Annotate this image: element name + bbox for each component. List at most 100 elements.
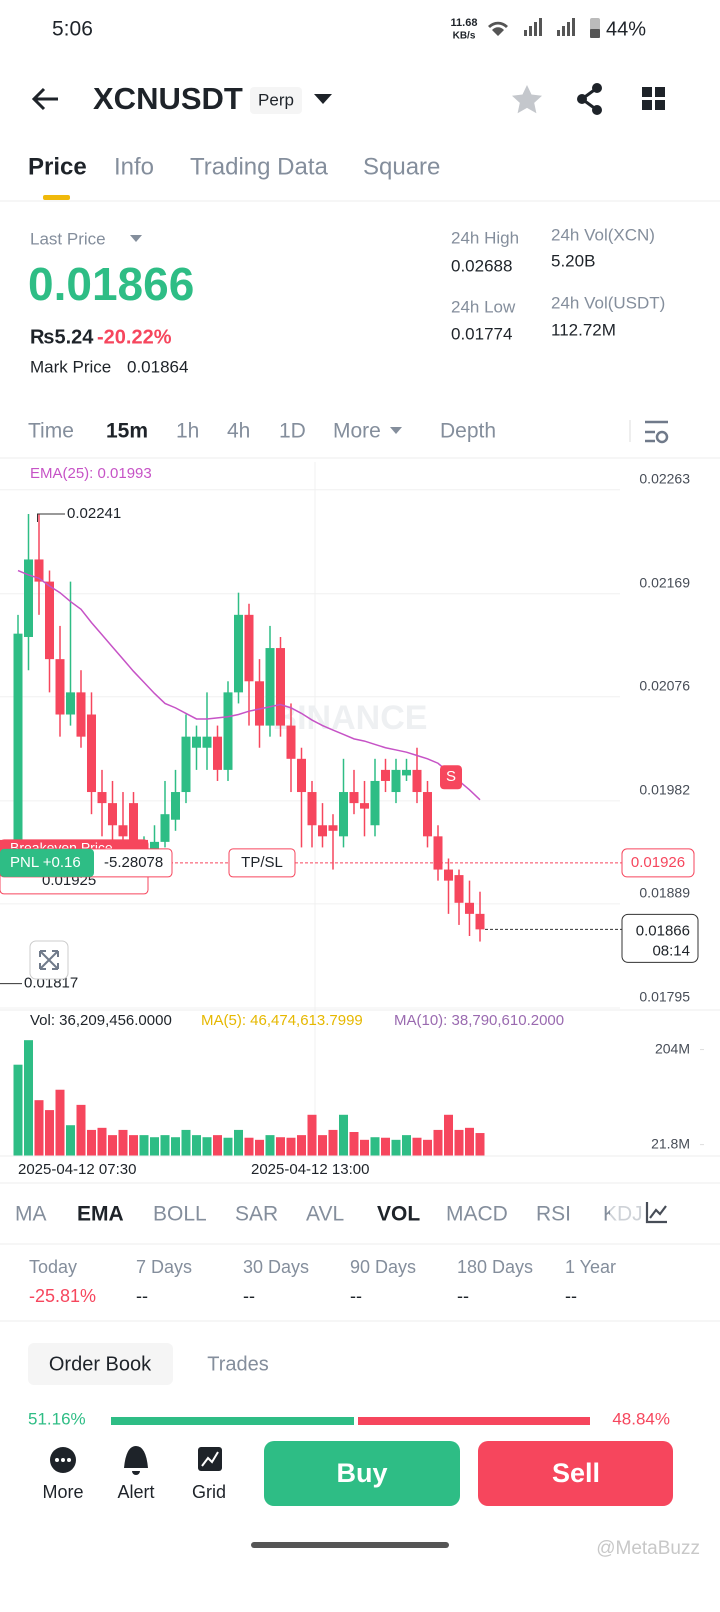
max-marker	[37, 513, 65, 523]
candle-body	[412, 769, 422, 793]
candle-body	[381, 769, 390, 781]
tab[interactable]: Square	[363, 153, 440, 180]
fade	[610, 1195, 720, 1235]
alert-icon[interactable]	[124, 1446, 148, 1475]
volume-bar	[297, 1135, 306, 1156]
tab[interactable]: Price	[28, 153, 87, 180]
share[interactable]	[577, 83, 602, 115]
indicator[interactable]: VOL	[377, 1203, 420, 1226]
candle-body	[475, 913, 485, 930]
candle-body	[297, 758, 306, 793]
indicator[interactable]: EMA	[77, 1203, 124, 1226]
volume-bar	[265, 1135, 275, 1156]
tag: Perp	[258, 90, 294, 109]
expand-icon	[39, 950, 59, 970]
favorite[interactable]	[512, 85, 542, 114]
pnl-fill	[0, 848, 94, 877]
action-label[interactable]: Alert	[117, 1482, 154, 1502]
indicator[interactable]: MACD	[446, 1203, 508, 1226]
sell-label[interactable]: Sell	[552, 1458, 600, 1488]
candle-body	[444, 869, 453, 881]
candle-body	[307, 792, 317, 826]
candle-body	[234, 614, 243, 693]
candle-body	[55, 659, 65, 715]
candle-body	[192, 736, 201, 748]
period-value: --	[136, 1286, 148, 1306]
period-label: 1 Year	[565, 1257, 616, 1277]
more-dropdown[interactable]	[390, 427, 402, 434]
signal-icons	[488, 18, 600, 38]
volume-bar	[45, 1110, 54, 1156]
change: -20.22%	[97, 326, 172, 348]
volume-bar	[234, 1129, 243, 1156]
interval[interactable]: More	[333, 420, 381, 443]
x-tick-label: 2025-04-12 13:00	[251, 1161, 369, 1178]
volume-bar	[349, 1132, 359, 1156]
volume-bar	[181, 1129, 191, 1156]
candle-body	[454, 875, 464, 903]
symbol-dropdown[interactable]	[314, 94, 332, 104]
candle-body	[465, 902, 474, 914]
indicator[interactable]: SAR	[235, 1203, 278, 1226]
candle-body	[360, 803, 369, 809]
indicator[interactable]: AVL	[306, 1203, 344, 1226]
last-price-label: Last Price	[30, 229, 106, 248]
sell-button[interactable]	[478, 1441, 673, 1506]
volume-bar	[381, 1137, 390, 1156]
volume-bar	[465, 1127, 474, 1156]
interval[interactable]: 1D	[279, 420, 306, 443]
back-button[interactable]	[31, 87, 58, 111]
position-price: 0.01926	[631, 854, 685, 871]
tab[interactable]: Trading Data	[190, 153, 329, 180]
candle-body	[13, 633, 23, 863]
price-dropdown[interactable]	[130, 235, 142, 242]
last-price-tag: 0.01866	[636, 922, 690, 939]
battery: 44%	[606, 18, 646, 40]
candle-body	[118, 825, 128, 837]
volume-bar	[433, 1129, 443, 1156]
interval[interactable]: 4h	[227, 420, 250, 443]
volume-bar	[202, 1137, 212, 1156]
layout-menu[interactable]	[642, 87, 665, 110]
candle-body	[286, 725, 296, 759]
volume-bar	[391, 1139, 401, 1156]
chart-settings[interactable]	[645, 420, 669, 444]
volume-bar	[454, 1129, 464, 1156]
candle-body	[318, 825, 327, 837]
interval[interactable]: 15m	[106, 420, 148, 443]
book-tab[interactable]: Order Book	[49, 1353, 152, 1375]
interval[interactable]: 1h	[176, 420, 199, 443]
candle-body	[265, 648, 275, 726]
volume-bar	[223, 1137, 233, 1156]
watermark: BINANCE	[273, 699, 428, 737]
buy-label[interactable]: Buy	[336, 1458, 387, 1488]
book-tab[interactable]: Trades	[207, 1353, 269, 1375]
buy-button[interactable]	[264, 1441, 460, 1506]
stat-label: 24h Vol(XCN)	[551, 225, 655, 244]
indicator[interactable]: MA	[15, 1203, 47, 1226]
action-label[interactable]: More	[42, 1482, 83, 1502]
indicator[interactable]: BOLL	[153, 1203, 207, 1226]
volume-bar	[412, 1137, 422, 1156]
y-tick-label: 0.01795	[639, 989, 690, 1005]
ema-line	[17, 569, 481, 801]
action-label[interactable]: Grid	[192, 1482, 226, 1502]
ma10-legend: MA(10): 38,790,610.2000	[394, 1012, 564, 1029]
x-tick-label: 2025-04-12 07:30	[18, 1161, 136, 1178]
interval[interactable]: Depth	[440, 420, 496, 443]
interval[interactable]: Time	[28, 420, 74, 443]
volume-bar	[55, 1089, 65, 1156]
mark-price-label: Mark Price	[30, 357, 111, 376]
pnl-amount: -5.28078	[104, 854, 163, 871]
tpsl-label[interactable]: TP/SL	[241, 854, 283, 871]
candle-body	[328, 825, 338, 831]
grid-icon[interactable]	[198, 1447, 222, 1471]
candle-body	[97, 792, 107, 804]
candle-body	[423, 792, 432, 837]
indicator[interactable]: RSI	[536, 1203, 571, 1226]
tab[interactable]: Info	[114, 153, 154, 180]
y-tick-label: 21.8M	[651, 1135, 690, 1151]
indicator-settings[interactable]	[645, 1202, 667, 1224]
period-value: --	[243, 1286, 255, 1306]
volume-bar	[192, 1135, 201, 1156]
